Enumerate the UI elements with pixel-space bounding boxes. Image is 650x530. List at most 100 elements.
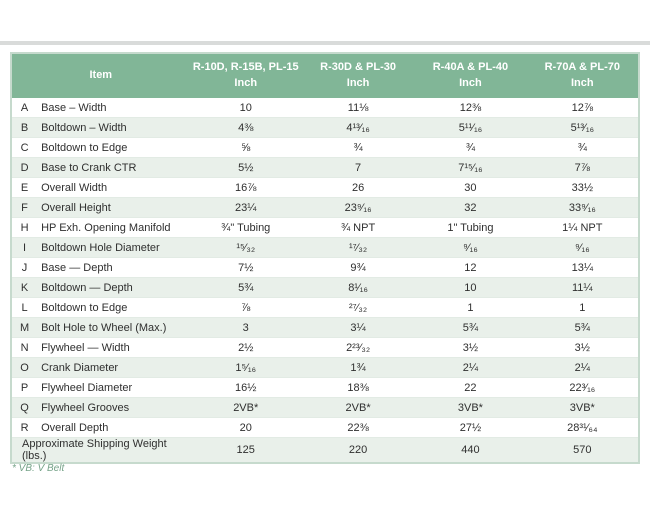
row-value: 2VB* [301, 397, 415, 418]
table-row: P Flywheel Diameter 16½ 18⅜ 22 22³⁄₁₆ [11, 377, 639, 398]
top-divider [0, 41, 650, 45]
row-value: 7¹⁵⁄₁₆ [414, 157, 527, 178]
row-letter: F [11, 197, 38, 218]
row-value: 4¹³⁄₁₆ [301, 117, 415, 138]
row-value: 33½ [526, 177, 639, 198]
header-col-3: R-40A & PL-40 Inch [414, 53, 527, 98]
row-value: 22⅜ [301, 417, 415, 438]
row-value: 3VB* [526, 397, 639, 418]
row-item-label: Boltdown — Depth [37, 277, 190, 298]
table-row: L Boltdown to Edge ⅞ ²⁷⁄₃₂ 1 1 [11, 297, 639, 318]
row-value: 33⁹⁄₁₆ [526, 197, 639, 218]
row-letter: E [11, 177, 38, 198]
row-value: 3VB* [414, 397, 527, 418]
spec-table-container: Item R-10D, R-15B, PL-15 Inch R-30D & PL… [10, 52, 640, 464]
row-value: 12⅞ [526, 98, 639, 118]
row-item-label: Overall Height [37, 197, 190, 218]
row-value: 5½ [189, 157, 302, 178]
header-col-1-unit: Inch [234, 77, 258, 89]
row-value: 3 [189, 317, 302, 338]
row-item-label: Flywheel Diameter [37, 377, 190, 398]
row-value: 30 [414, 177, 527, 198]
table-row: A Base – Width 10 11⅛ 12⅜ 12⅞ [11, 98, 639, 118]
table-row: B Boltdown – Width 4⅜ 4¹³⁄₁₆ 5¹¹⁄₁₆ 5¹³⁄… [11, 117, 639, 138]
row-letter: K [11, 277, 38, 298]
row-item-label: Crank Diameter [37, 357, 190, 378]
table-row: H HP Exh. Opening Manifold ¾" Tubing ¾ N… [11, 217, 639, 238]
row-letter: N [11, 337, 38, 358]
row-letter: I [11, 237, 38, 258]
row-value: 16⅞ [189, 177, 302, 198]
row-value: 5¹¹⁄₁₆ [414, 117, 527, 138]
table-row: I Boltdown Hole Diameter ¹⁵⁄₃₂ ¹⁷⁄₃₂ ⁹⁄₁… [11, 237, 639, 258]
header-col-3-unit: Inch [459, 77, 482, 89]
row-value: 1 [414, 297, 527, 318]
table-row: R Overall Depth 20 22⅜ 27½ 28³¹⁄₆₄ [11, 417, 639, 438]
row-value: 12 [414, 257, 527, 278]
table-row: Q Flywheel Grooves 2VB* 2VB* 3VB* 3VB* [11, 397, 639, 418]
row-value: 2¼ [526, 357, 639, 378]
row-value: ¹⁵⁄₃₂ [189, 237, 302, 258]
row-value: 5¾ [189, 277, 302, 298]
table-row: O Crank Diameter 1⁵⁄₁₆ 1¾ 2¼ 2¼ [11, 357, 639, 378]
row-value: 7⅞ [526, 157, 639, 178]
row-value: 20 [189, 417, 302, 438]
row-value: 4⅜ [189, 117, 302, 138]
row-value: 5¾ [526, 317, 639, 338]
row-item-label: Flywheel — Width [37, 337, 190, 358]
row-letter: D [11, 157, 38, 178]
row-value: 1¼ NPT [526, 217, 639, 238]
row-value: 13¼ [526, 257, 639, 278]
shipping-weight-value: 220 [301, 437, 415, 463]
row-value: 23¼ [189, 197, 302, 218]
row-value: ¾ NPT [301, 217, 415, 238]
row-letter: O [11, 357, 38, 378]
row-value: 3½ [414, 337, 527, 358]
row-value: ⅝ [189, 137, 302, 158]
shipping-weight-value: 125 [189, 437, 302, 463]
header-row: Item R-10D, R-15B, PL-15 Inch R-30D & PL… [11, 53, 639, 98]
row-value: 2¼ [414, 357, 527, 378]
row-letter: C [11, 137, 38, 158]
shipping-weight-value: 440 [414, 437, 527, 463]
row-item-label: HP Exh. Opening Manifold [37, 217, 190, 238]
row-item-label: Base – Width [37, 98, 190, 118]
table-row: N Flywheel — Width 2½ 2²³⁄₃₂ 3½ 3½ [11, 337, 639, 358]
vb-footnote: * VB: V Belt [12, 463, 65, 474]
header-col-4: R-70A & PL-70 Inch [526, 53, 639, 98]
row-item-label: Base to Crank CTR [37, 157, 190, 178]
row-letter: J [11, 257, 38, 278]
header-item-label: Item [11, 53, 190, 98]
header-col-2-unit: Inch [346, 77, 370, 89]
row-value: 22³⁄₁₆ [526, 377, 639, 398]
row-letter: B [11, 117, 38, 138]
row-value: 11¼ [526, 277, 639, 298]
header-col-1-models: R-10D, R-15B, PL-15 [192, 61, 299, 74]
shipping-weight-value: 570 [526, 437, 639, 463]
row-value: 3¼ [301, 317, 415, 338]
header-col-1: R-10D, R-15B, PL-15 Inch [189, 53, 302, 98]
row-value: 1¾ [301, 357, 415, 378]
header-col-4-unit: Inch [570, 77, 594, 89]
row-item-label: Bolt Hole to Wheel (Max.) [37, 317, 190, 338]
table-row: K Boltdown — Depth 5¾ 8¹⁄₁₆ 10 11¼ [11, 277, 639, 298]
row-value: 18⅜ [301, 377, 415, 398]
row-value: 9¾ [301, 257, 415, 278]
table-row: F Overall Height 23¼ 23⁹⁄₁₆ 32 33⁹⁄₁₆ [11, 197, 639, 218]
row-item-label: Boltdown to Edge [37, 297, 190, 318]
table-row: E Overall Width 16⅞ 26 30 33½ [11, 177, 639, 198]
header-col-2: R-30D & PL-30 Inch [301, 53, 415, 98]
row-value: 10 [189, 98, 302, 118]
row-value: 23⁹⁄₁₆ [301, 197, 415, 218]
row-value: 5¾ [414, 317, 527, 338]
row-value: 7 [301, 157, 415, 178]
row-value: 1" Tubing [414, 217, 527, 238]
shipping-weight-label: Approximate Shipping Weight (lbs.) [11, 437, 190, 463]
row-value: 1⁵⁄₁₆ [189, 357, 302, 378]
row-value: 7½ [189, 257, 302, 278]
row-value: ¾ [526, 137, 639, 158]
row-letter: A [11, 98, 38, 118]
table-row: D Base to Crank CTR 5½ 7 7¹⁵⁄₁₆ 7⅞ [11, 157, 639, 178]
row-value: 2½ [189, 337, 302, 358]
row-letter: L [11, 297, 38, 318]
